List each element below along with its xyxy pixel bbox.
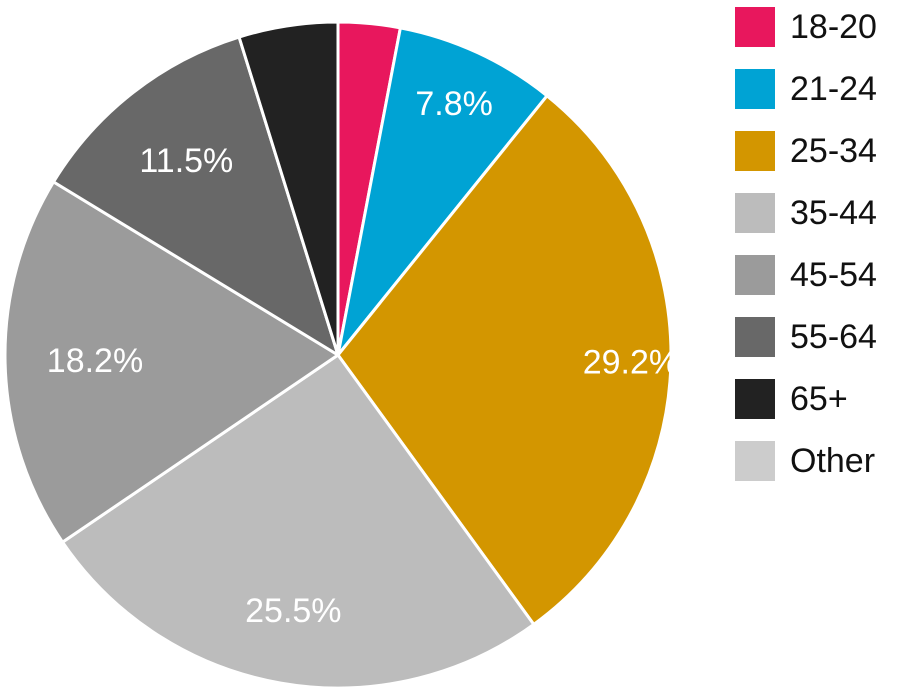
legend-label-45-54: 45-54 (790, 256, 877, 294)
legend-swatch-35-44 (735, 193, 775, 233)
pie-slice-25-34 (336, 94, 673, 626)
slice-label-55-64: 11.5% (139, 142, 233, 180)
legend: 18-20 21-24 25-34 35-44 45-54 55-64 65+ Other (735, 7, 877, 481)
pie-slice-21-24 (336, 26, 549, 357)
pie-slice-35-44 (61, 353, 536, 690)
pie-slice-45-54 (3, 180, 340, 544)
legend-swatch-21-24 (735, 69, 775, 109)
legend-swatch-55-64 (735, 317, 775, 357)
pie-slices (3, 20, 673, 690)
legend-swatch-other (735, 441, 775, 481)
legend-swatch-65- (735, 379, 775, 419)
legend-label-21-24: 21-24 (790, 70, 877, 108)
legend-label-25-34: 25-34 (790, 132, 877, 170)
slice-label-35-44: 25.5% (245, 592, 341, 630)
legend-swatch-45-54 (735, 255, 775, 295)
legend-label-65-: 65+ (790, 380, 848, 418)
legend-label-other: Other (790, 442, 875, 480)
legend-label-18-20: 18-20 (790, 8, 877, 46)
legend-swatch-18-20 (735, 7, 775, 47)
slice-label-21-24: 7.8% (415, 85, 493, 123)
pie-slice-55-64 (52, 35, 340, 357)
legend-label-55-64: 55-64 (790, 318, 877, 356)
legend-label-35-44: 35-44 (790, 194, 877, 232)
slice-labels: 7.8% 29.2% 25.5% 18.2% 11.5% (47, 85, 679, 630)
legend-swatch-25-34 (735, 131, 775, 171)
pie-slice-65- (237, 20, 340, 357)
slice-label-45-54: 18.2% (47, 342, 143, 380)
slice-label-25-34: 29.2% (583, 343, 679, 381)
